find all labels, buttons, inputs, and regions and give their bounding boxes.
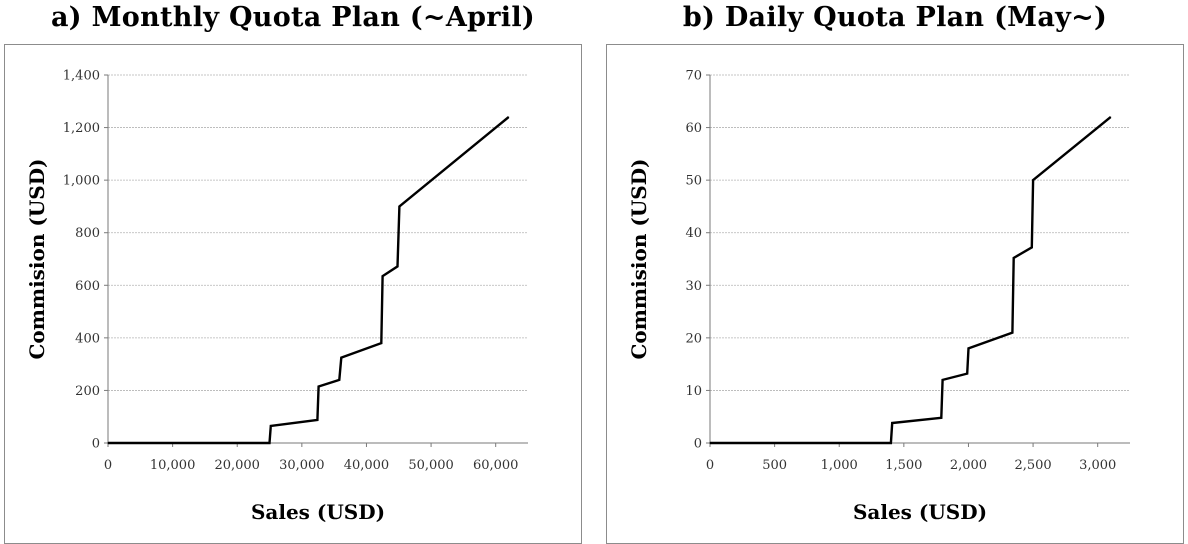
x-tick-label: 2,500 — [1014, 458, 1051, 473]
data-point — [398, 205, 401, 208]
series-line — [710, 116, 1112, 445]
data-point — [1032, 179, 1034, 181]
x-tick-label: 0 — [706, 458, 714, 473]
data-point — [268, 442, 271, 444]
y-tick-label: 30 — [685, 279, 702, 294]
x-tick-label: 20,000 — [214, 458, 260, 473]
x-tick-label: 40,000 — [344, 458, 390, 473]
y-tick-label: 40 — [685, 226, 702, 241]
y-axis-title: Commision (USD) — [627, 158, 651, 359]
x-tick-label: 2,000 — [950, 458, 987, 473]
data-point — [1011, 332, 1013, 334]
data-point — [340, 356, 342, 359]
chart-title: a) Monthly Quota Plan (~April) — [51, 2, 535, 33]
x-axis-title: Sales (USD) — [853, 500, 987, 524]
y-tick-label: 0 — [694, 437, 702, 452]
data-point — [270, 425, 272, 427]
data-point — [107, 442, 109, 444]
x-tick-label: 1,500 — [885, 458, 922, 473]
y-tick-label: 800 — [75, 226, 100, 241]
data-point — [709, 442, 711, 444]
data-point — [508, 116, 510, 118]
data-point — [316, 419, 318, 421]
x-tick-label: 3,000 — [1079, 458, 1116, 473]
y-tick-label: 60 — [685, 121, 702, 136]
monthly-chart-plot: 0 200 400 600 800 1,000 1,200 1,400 0 10,000 20,00… — [25, 69, 528, 524]
x-tick-label: 60,000 — [473, 458, 519, 473]
series-line — [108, 116, 510, 445]
y-tick-label: 600 — [75, 279, 100, 294]
y-tick-label: 20 — [685, 331, 702, 346]
y-tick-label: 1,200 — [63, 121, 100, 136]
y-tick-label: 70 — [685, 69, 702, 84]
chart-panel-monthly: a) Monthly Quota Plan (~April) 0 200 400 60… — [0, 0, 586, 544]
y-tick-label: 0 — [92, 437, 100, 452]
data-point — [966, 373, 968, 375]
daily-chart-plot: 0 10 20 30 40 50 60 70 0 500 1,000 1,500 2,000 2,500 3… — [627, 69, 1130, 524]
x-tick-label: 500 — [762, 458, 787, 473]
y-tick-label: 50 — [685, 174, 702, 189]
data-point — [1031, 246, 1033, 249]
data-point — [318, 385, 320, 388]
data-point — [338, 379, 340, 381]
x-tick-label: 30,000 — [279, 458, 325, 473]
data-point — [396, 265, 399, 267]
y-tick-label: 400 — [75, 331, 100, 346]
data-point — [967, 347, 970, 349]
y-tick-label: 10 — [685, 384, 702, 399]
y-tick-label: 1,000 — [63, 174, 100, 189]
data-point — [380, 342, 382, 344]
x-tick-label: 0 — [104, 458, 112, 473]
data-point — [940, 417, 942, 419]
data-point — [942, 379, 944, 381]
data-point — [890, 442, 892, 444]
x-tick-label: 1,000 — [821, 458, 858, 473]
x-axis-title: Sales (USD) — [251, 500, 385, 524]
y-tick-label: 1,400 — [63, 69, 100, 84]
y-tick-label: 200 — [75, 384, 100, 399]
data-point — [891, 422, 893, 424]
chart-panel-daily: b) Daily Quota Plan (May~) 0 10 20 30 40 50 60… — [602, 0, 1188, 544]
data-point — [1013, 257, 1015, 259]
data-point — [382, 275, 384, 277]
chart-title: b) Daily Quota Plan (May~) — [682, 2, 1108, 33]
y-axis-title: Commision (USD) — [25, 158, 49, 359]
data-point — [1110, 116, 1112, 118]
x-tick-label: 10,000 — [150, 458, 196, 473]
x-tick-label: 50,000 — [408, 458, 454, 473]
